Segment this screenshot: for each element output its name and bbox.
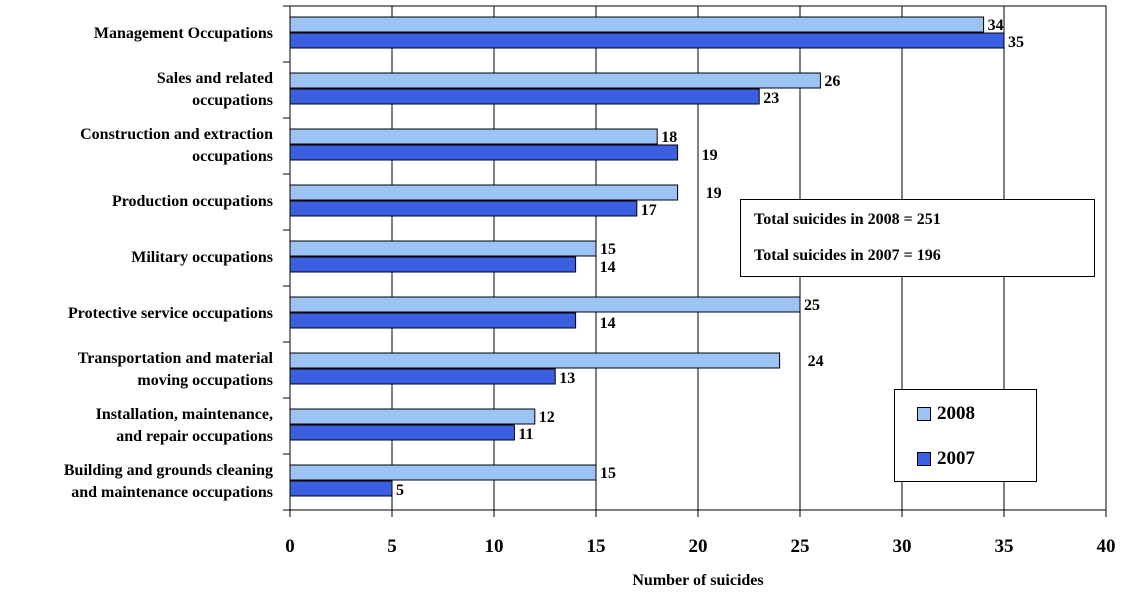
bar-2008 (289, 184, 679, 201)
value-label-2008: 34 (988, 17, 1004, 34)
category-label: Construction and extraction occupations (0, 124, 273, 168)
bar-2007 (289, 32, 1005, 49)
value-label-2007: 11 (518, 426, 533, 443)
category-label-line: Management Occupations (93, 25, 273, 42)
x-tick-label: 40 (1097, 536, 1116, 557)
legend: 2008 2007 (894, 389, 1037, 482)
category-label-line: Protective service occupations (68, 305, 273, 322)
value-label-2007: 14 (600, 259, 616, 276)
value-label-2008: 15 (600, 465, 616, 482)
value-label-2008: 19 (706, 185, 722, 202)
legend-label-2007: 2007 (937, 448, 975, 469)
category-label: Management Occupations (0, 23, 273, 45)
x-tick-label: 0 (285, 536, 295, 557)
bar-2008 (289, 296, 801, 313)
totals-annotation-box: Total suicides in 2008 = 251 Total suici… (740, 199, 1095, 277)
x-tick-label: 15 (587, 536, 606, 557)
bar-2007 (289, 424, 515, 441)
total-2008-annotation: Total suicides in 2008 = 251 (754, 211, 941, 228)
category-label-line: Installation, maintenance, (95, 406, 273, 423)
bar-2007 (289, 368, 556, 385)
bar-2007 (289, 200, 638, 217)
category-label: Building and grounds cleaning and mainten… (0, 460, 273, 504)
value-label-2007: 23 (763, 90, 779, 107)
legend-item-2008: 2008 (917, 402, 975, 426)
category-label-line: Building and grounds cleaning (63, 462, 273, 479)
legend-item-2007: 2007 (917, 447, 975, 471)
category-label-line: Military occupations (131, 249, 273, 266)
bar-2008 (289, 16, 985, 33)
bar-2008 (289, 240, 597, 257)
legend-swatch-2008 (917, 407, 931, 421)
category-label: Production occupations (0, 191, 273, 213)
value-label-2008: 18 (661, 129, 677, 146)
value-label-2008: 15 (600, 241, 616, 258)
bar-2007 (289, 256, 577, 273)
value-label-2007: 13 (559, 370, 575, 387)
value-label-2007: 35 (1008, 34, 1024, 51)
bar-2008 (289, 352, 781, 369)
bar-2008 (289, 464, 597, 481)
category-label-line: Transportation and material (77, 350, 273, 367)
category-label: Transportation and material moving occupa… (0, 348, 273, 392)
x-axis-title: Number of suicides (632, 572, 764, 589)
category-label: Military occupations (0, 247, 273, 269)
value-label-2007: 19 (702, 147, 718, 164)
total-2007-annotation: Total suicides in 2007 = 196 (754, 247, 941, 264)
legend-label-2008: 2008 (937, 403, 975, 424)
category-label-line: Production occupations (111, 193, 273, 210)
value-label-2008: 25 (804, 297, 820, 314)
category-label-line: moving occupations (137, 372, 273, 389)
bar-2007 (289, 144, 679, 161)
bar-2008 (289, 128, 658, 145)
category-label-line: Sales and related (156, 70, 273, 87)
value-label-2008: 26 (824, 73, 840, 90)
bar-2008 (289, 408, 536, 425)
legend-swatch-2007 (917, 452, 931, 466)
x-tick-label: 35 (995, 536, 1014, 557)
value-label-2008: 12 (539, 409, 555, 426)
category-label-line: and maintenance occupations (71, 484, 273, 501)
category-label-line: Construction and extraction (80, 126, 273, 143)
category-label-line: occupations (192, 92, 273, 109)
x-tick-label: 30 (893, 536, 912, 557)
x-tick-label: 20 (689, 536, 708, 557)
value-label-2007: 14 (600, 315, 616, 332)
category-label: Protective service occupations (0, 303, 273, 325)
bar-2007 (289, 88, 760, 105)
x-tick-label: 5 (387, 536, 397, 557)
bar-2008 (289, 72, 821, 89)
value-label-2007: 17 (641, 202, 657, 219)
category-label: Installation, maintenance, and repair occ… (0, 404, 273, 448)
bar-2007 (289, 480, 393, 497)
category-label-line: occupations (192, 148, 273, 165)
value-label-2007: 5 (396, 482, 404, 499)
category-label: Sales and related occupations (0, 68, 273, 112)
x-tick-label: 25 (791, 536, 810, 557)
x-tick-label: 10 (485, 536, 504, 557)
bar-2007 (289, 312, 577, 329)
value-label-2008: 24 (808, 353, 824, 370)
category-label-line: and repair occupations (116, 428, 273, 445)
